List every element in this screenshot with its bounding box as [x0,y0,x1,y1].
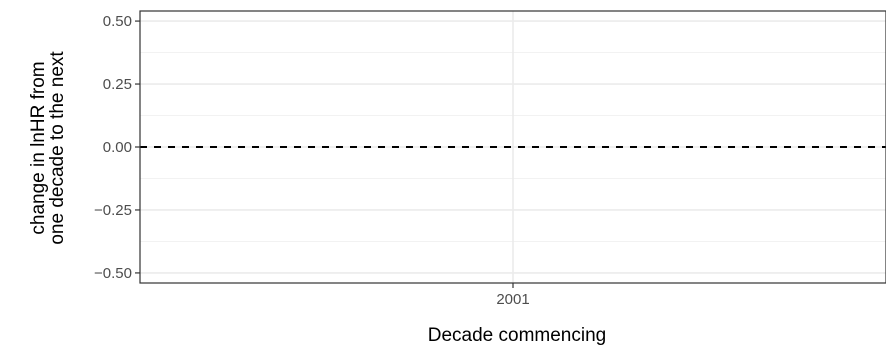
x-axis-title: Decade commencing [428,325,606,346]
y-axis-title-line-1: change in lnHR from [28,61,49,234]
y-tick-label: 0.00 [103,139,132,156]
tick-layer [135,20,514,288]
y-axis-title: change in lnHR from one decade to the ne… [28,51,68,245]
x-tick-label: 2001 [496,291,529,308]
y-tick-label: 0.25 [103,76,132,93]
y-tick-label: 0.50 [103,13,132,30]
y-tick-label: −0.25 [94,202,132,219]
tick-label-layer: −0.50 −0.25 0.00 0.25 0.50 2001 [94,13,530,308]
y-tick-label: −0.50 [94,265,132,282]
y-axis-title-line-2: one decade to the next [47,51,68,245]
